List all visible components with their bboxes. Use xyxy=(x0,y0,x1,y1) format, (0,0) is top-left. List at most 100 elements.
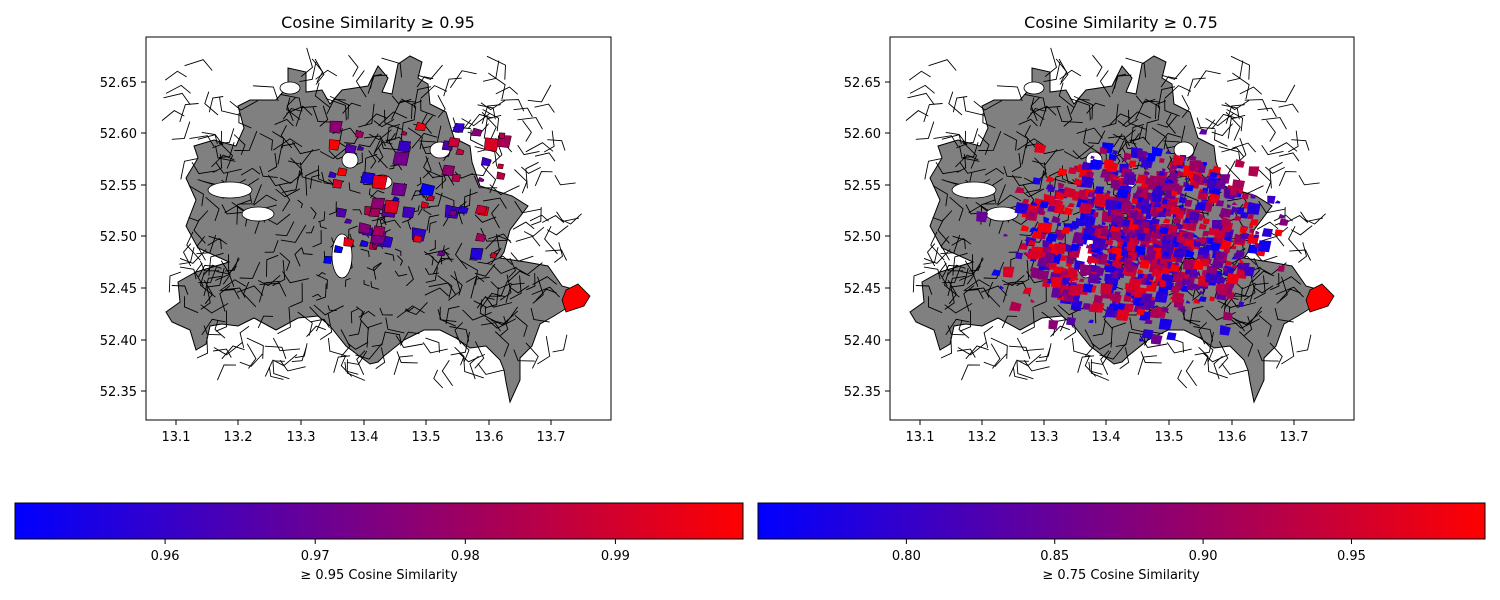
highlight-district xyxy=(480,156,492,167)
highlight-district xyxy=(1231,201,1238,206)
highlight-district xyxy=(1153,201,1162,208)
highlight-district xyxy=(1182,258,1196,271)
svg-text:13.6: 13.6 xyxy=(1218,430,1247,445)
highlight-district xyxy=(1215,200,1225,207)
highlight-district xyxy=(1093,294,1104,304)
highlight-district xyxy=(1109,293,1121,302)
highlight-district xyxy=(496,163,504,170)
x-tick: 13.3 xyxy=(1030,420,1058,445)
x-ticks-right: 13.1 13.2 13.3 13.4 13.5 13.6 13.7 xyxy=(906,420,1309,445)
y-tick: 52.60 xyxy=(100,127,146,142)
colorbar-label-right: ≥ 0.75 Cosine Similarity xyxy=(1042,568,1200,583)
highlight-district xyxy=(323,256,333,264)
highlight-district xyxy=(1092,301,1105,313)
svg-text:52.45: 52.45 xyxy=(844,282,881,297)
highlight-district xyxy=(1193,239,1202,248)
highlight-district xyxy=(1104,264,1116,273)
highlight-district xyxy=(1122,174,1137,186)
x-tick: 13.2 xyxy=(224,420,252,445)
highlight-district xyxy=(1207,193,1221,204)
highlight-district xyxy=(1137,268,1144,275)
highlight-district xyxy=(1066,295,1073,301)
highlight-district xyxy=(1138,203,1152,215)
svg-text:13.7: 13.7 xyxy=(1280,430,1309,445)
highlight-district xyxy=(1140,182,1149,188)
highlight-district xyxy=(391,196,400,202)
highlight-district xyxy=(1234,252,1242,260)
highlight-district xyxy=(1231,264,1238,269)
panel-title-right: Cosine Similarity ≥ 0.75 xyxy=(1024,13,1218,32)
highlight-district xyxy=(426,195,435,202)
highlight-district xyxy=(1132,193,1140,199)
highlight-district xyxy=(999,285,1004,289)
highlight-district xyxy=(1170,164,1178,170)
svg-text:0.98: 0.98 xyxy=(451,549,480,564)
highlight-district xyxy=(1215,250,1226,260)
highlight-district xyxy=(1136,308,1145,316)
highlight-district xyxy=(1075,217,1085,227)
highlight-district xyxy=(1087,273,1101,284)
highlight-district xyxy=(1214,179,1227,190)
highlight-district xyxy=(1305,283,1335,313)
highlight-district xyxy=(1168,179,1174,184)
highlight-district xyxy=(1069,274,1074,278)
highlight-district xyxy=(1219,239,1232,250)
svg-text:52.45: 52.45 xyxy=(100,282,137,297)
highlight-district xyxy=(1161,266,1171,275)
highlight-district xyxy=(1150,237,1158,242)
svg-text:52.55: 52.55 xyxy=(100,179,137,194)
highlight-district xyxy=(470,127,483,137)
highlight-district xyxy=(355,129,365,138)
svg-text:52.35: 52.35 xyxy=(844,385,881,400)
highlight-district xyxy=(1247,214,1254,220)
highlight-district xyxy=(1144,318,1153,325)
highlight-district xyxy=(1068,167,1077,175)
highlight-district xyxy=(1039,251,1047,257)
highlight-district xyxy=(419,183,436,196)
colorbar-tick: 0.98 xyxy=(451,539,480,564)
highlight-district xyxy=(1201,258,1210,267)
highlight-district xyxy=(1030,298,1035,303)
y-tick: 52.60 xyxy=(844,127,890,142)
highlight-district xyxy=(1020,224,1029,232)
highlight-district xyxy=(1043,245,1052,254)
highlight-district xyxy=(1067,284,1083,296)
highlight-district xyxy=(1120,203,1132,214)
map-gap xyxy=(279,81,301,95)
highlight-district xyxy=(1088,319,1094,324)
highlight-district xyxy=(1223,266,1228,271)
highlight-district xyxy=(1066,317,1076,326)
highlight-district xyxy=(1003,266,1015,278)
highlight-district xyxy=(1203,217,1210,225)
highlight-district xyxy=(1131,198,1139,205)
highlight-district xyxy=(1278,213,1285,219)
highlight-district xyxy=(1123,303,1134,313)
highlight-district xyxy=(1021,198,1030,204)
highlight-district xyxy=(455,148,465,156)
colorbar-label-left: ≥ 0.95 Cosine Similarity xyxy=(300,568,458,583)
highlight-district xyxy=(329,120,343,134)
y-tick: 52.35 xyxy=(844,385,890,400)
highlight-district xyxy=(1234,159,1245,168)
highlight-district xyxy=(1183,184,1194,192)
highlight-district xyxy=(414,121,427,131)
highlight-district xyxy=(384,199,400,214)
highlight-district xyxy=(1067,202,1075,208)
highlight-district xyxy=(498,132,506,139)
highlight-district xyxy=(1159,256,1169,265)
svg-text:13.3: 13.3 xyxy=(287,430,316,445)
highlight-district xyxy=(1198,128,1208,135)
highlight-district xyxy=(469,247,484,260)
y-ticks-right: 52.65 52.60 52.55 52.50 52.45 52.40 52.3… xyxy=(844,76,890,400)
highlight-district xyxy=(1203,244,1212,250)
highlight-district xyxy=(1148,175,1161,186)
highlight-district xyxy=(475,232,487,242)
highlight-district xyxy=(1150,210,1159,217)
highlight-district xyxy=(1186,300,1191,304)
svg-text:52.40: 52.40 xyxy=(100,334,137,349)
highlight-district xyxy=(1279,218,1289,226)
highlight-district xyxy=(1146,249,1157,260)
highlight-district xyxy=(1032,177,1042,185)
highlight-district xyxy=(1078,278,1085,283)
highlight-district xyxy=(1210,241,1221,252)
